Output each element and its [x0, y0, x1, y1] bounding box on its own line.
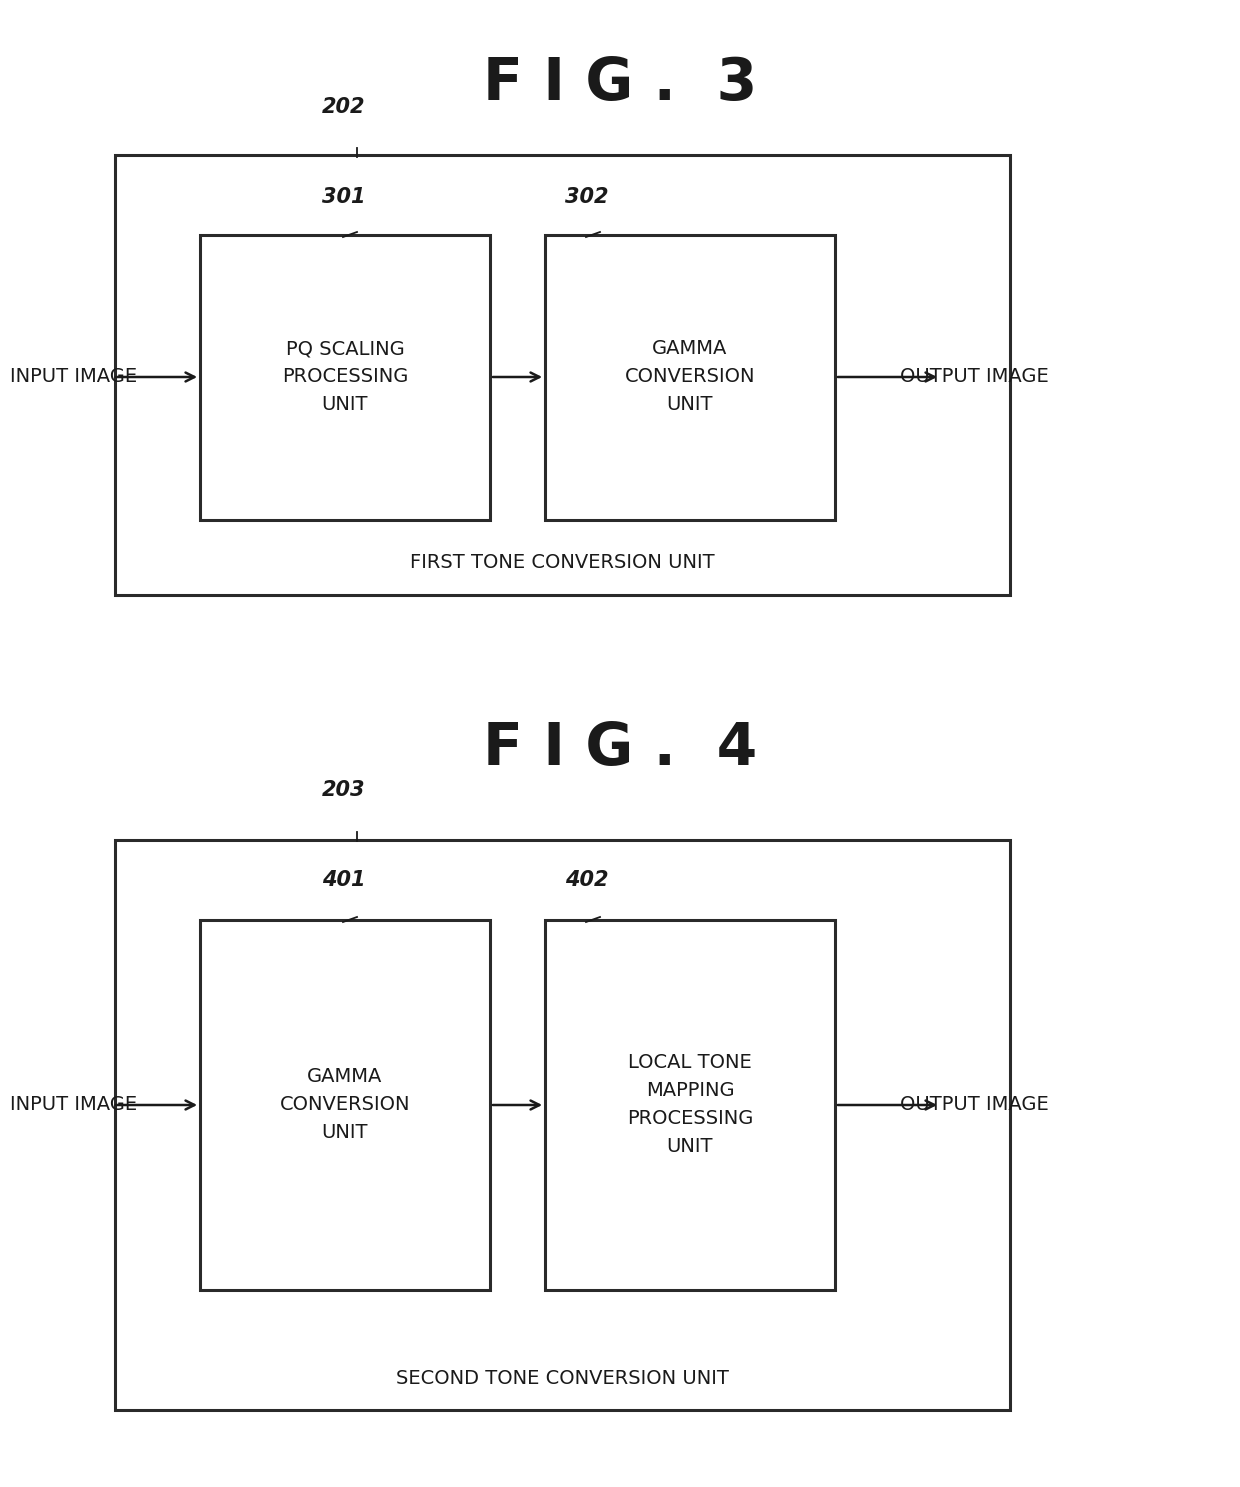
Text: 202: 202	[322, 97, 366, 117]
Text: INPUT IMAGE: INPUT IMAGE	[10, 1096, 138, 1114]
Text: GAMMA
CONVERSION
UNIT: GAMMA CONVERSION UNIT	[625, 339, 755, 415]
Text: OUTPUT IMAGE: OUTPUT IMAGE	[900, 1096, 1049, 1114]
Text: FIRST TONE CONVERSION UNIT: FIRST TONE CONVERSION UNIT	[409, 553, 714, 571]
Bar	[546, 235, 835, 520]
Bar	[115, 155, 1011, 595]
Text: 402: 402	[565, 870, 609, 891]
Text: OUTPUT IMAGE: OUTPUT IMAGE	[900, 367, 1049, 387]
Text: F I G .  4: F I G . 4	[482, 720, 758, 778]
Text: 401: 401	[322, 870, 366, 891]
Text: 301: 301	[322, 187, 366, 207]
Bar	[546, 920, 835, 1291]
Bar	[200, 235, 490, 520]
Text: 203: 203	[322, 781, 366, 800]
Text: 302: 302	[565, 187, 609, 207]
Text: LOCAL TONE
MAPPING
PROCESSING
UNIT: LOCAL TONE MAPPING PROCESSING UNIT	[626, 1053, 753, 1157]
Text: F I G .  3: F I G . 3	[482, 55, 758, 112]
Text: SECOND TONE CONVERSION UNIT: SECOND TONE CONVERSION UNIT	[396, 1368, 728, 1387]
Text: GAMMA
CONVERSION
UNIT: GAMMA CONVERSION UNIT	[280, 1068, 410, 1142]
Bar	[200, 920, 490, 1291]
Text: INPUT IMAGE: INPUT IMAGE	[10, 367, 138, 387]
Text: PQ SCALING
PROCESSING
UNIT: PQ SCALING PROCESSING UNIT	[281, 339, 408, 415]
Bar	[115, 840, 1011, 1410]
